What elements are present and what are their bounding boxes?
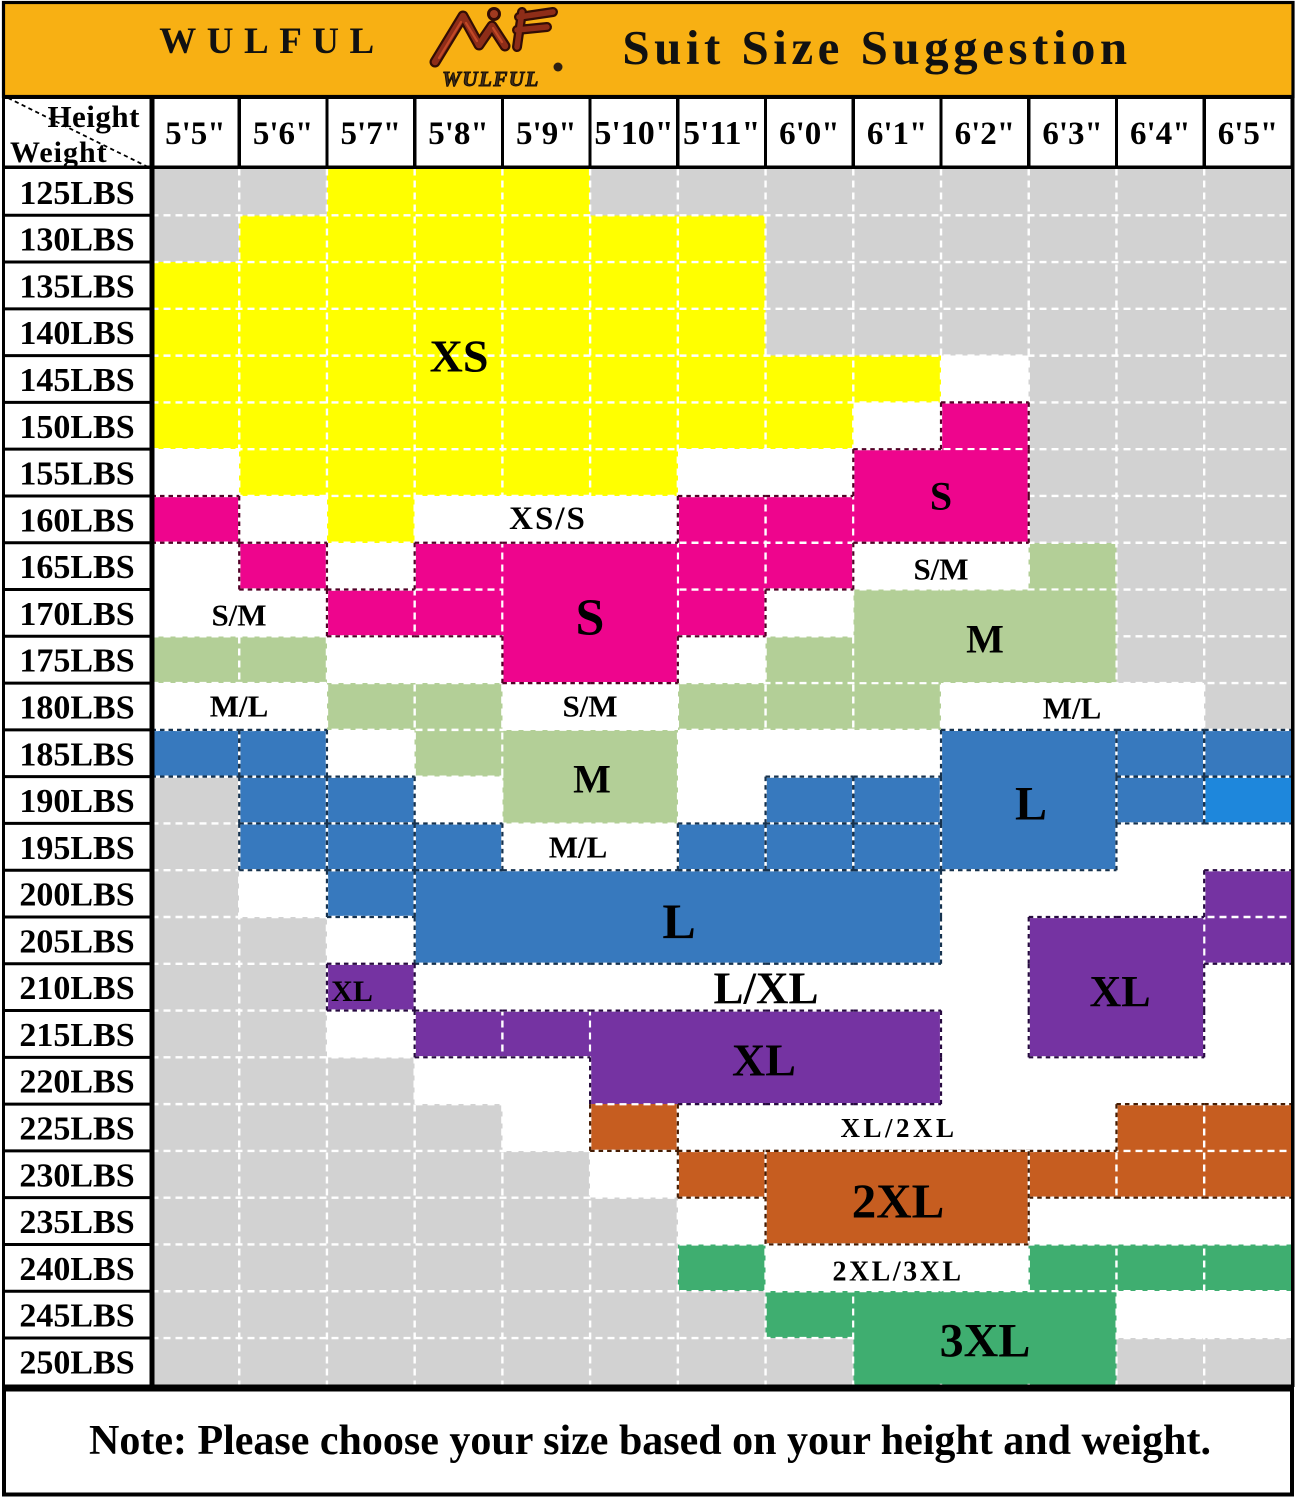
svg-text:210LBS: 210LBS [19,970,134,1007]
svg-text:S/M: S/M [211,598,266,633]
svg-text:Note: Please choose your size: Note: Please choose your size based on y… [89,1418,1211,1464]
svg-text:5'5": 5'5" [165,116,226,152]
svg-text:XL: XL [1089,967,1150,1016]
svg-text:5'6": 5'6" [253,116,314,152]
svg-text:135LBS: 135LBS [19,269,134,306]
svg-text:5'9": 5'9" [516,116,577,152]
svg-text:175LBS: 175LBS [19,643,134,680]
svg-text:L/XL: L/XL [713,963,818,1013]
svg-text:200LBS: 200LBS [19,877,134,914]
svg-text:6'4": 6'4" [1130,116,1191,152]
svg-text:145LBS: 145LBS [19,362,134,399]
svg-text:165LBS: 165LBS [19,549,134,586]
svg-text:Suit Size Suggestion: Suit Size Suggestion [622,20,1131,75]
svg-text:160LBS: 160LBS [19,502,134,539]
svg-text:185LBS: 185LBS [19,736,134,773]
svg-text:S/M: S/M [562,689,617,724]
svg-text:205LBS: 205LBS [19,923,134,960]
svg-text:M/L: M/L [210,689,269,724]
svg-text:S/M: S/M [913,552,968,587]
svg-text:WULFUL: WULFUL [159,21,384,62]
svg-text:140LBS: 140LBS [19,315,134,352]
svg-text:5'11": 5'11" [683,115,760,152]
svg-text:3XL: 3XL [940,1314,1031,1367]
svg-text:XS/S: XS/S [509,501,587,537]
svg-text:245LBS: 245LBS [19,1298,134,1335]
svg-text:250LBS: 250LBS [19,1344,134,1381]
svg-text:2XL/3XL: 2XL/3XL [832,1257,963,1288]
svg-text:L: L [662,893,695,949]
svg-text:M/L: M/L [1043,691,1102,726]
svg-text:6'0": 6'0" [779,116,840,152]
svg-text:M/L: M/L [549,830,608,865]
svg-text:XL/2XL: XL/2XL [840,1113,957,1143]
svg-text:6'5": 6'5" [1218,116,1279,152]
svg-text:6'3": 6'3" [1042,116,1103,152]
svg-text:190LBS: 190LBS [19,783,134,820]
svg-text:Weight: Weight [10,136,108,169]
svg-text:170LBS: 170LBS [19,596,134,633]
svg-text:220LBS: 220LBS [19,1064,134,1101]
svg-text:195LBS: 195LBS [19,830,134,867]
svg-text:5'7": 5'7" [341,116,402,152]
svg-text:235LBS: 235LBS [19,1204,134,1241]
svg-text:XL: XL [331,975,373,1008]
svg-text:130LBS: 130LBS [19,222,134,259]
svg-text:215LBS: 215LBS [19,1017,134,1054]
svg-text:XS: XS [430,331,489,382]
svg-text:6'1": 6'1" [867,116,928,152]
svg-text:WULFUL: WULFUL [442,67,540,91]
svg-text:5'10": 5'10" [594,115,673,152]
svg-text:240LBS: 240LBS [19,1251,134,1288]
svg-text:2XL: 2XL [852,1174,945,1229]
svg-text:XL: XL [732,1035,796,1086]
svg-text:155LBS: 155LBS [19,456,134,493]
svg-text:L: L [1015,777,1047,830]
svg-text:125LBS: 125LBS [19,175,134,212]
svg-text:6'2": 6'2" [955,116,1016,152]
svg-text:230LBS: 230LBS [19,1157,134,1194]
svg-text:180LBS: 180LBS [19,690,134,727]
svg-text:S: S [930,474,952,519]
svg-text:S: S [576,590,605,647]
svg-text:5'8": 5'8" [428,116,489,152]
svg-text:225LBS: 225LBS [19,1111,134,1148]
svg-text:150LBS: 150LBS [19,409,134,446]
svg-text:M: M [573,757,611,802]
svg-text:Height: Height [47,99,140,134]
svg-text:M: M [966,617,1004,662]
